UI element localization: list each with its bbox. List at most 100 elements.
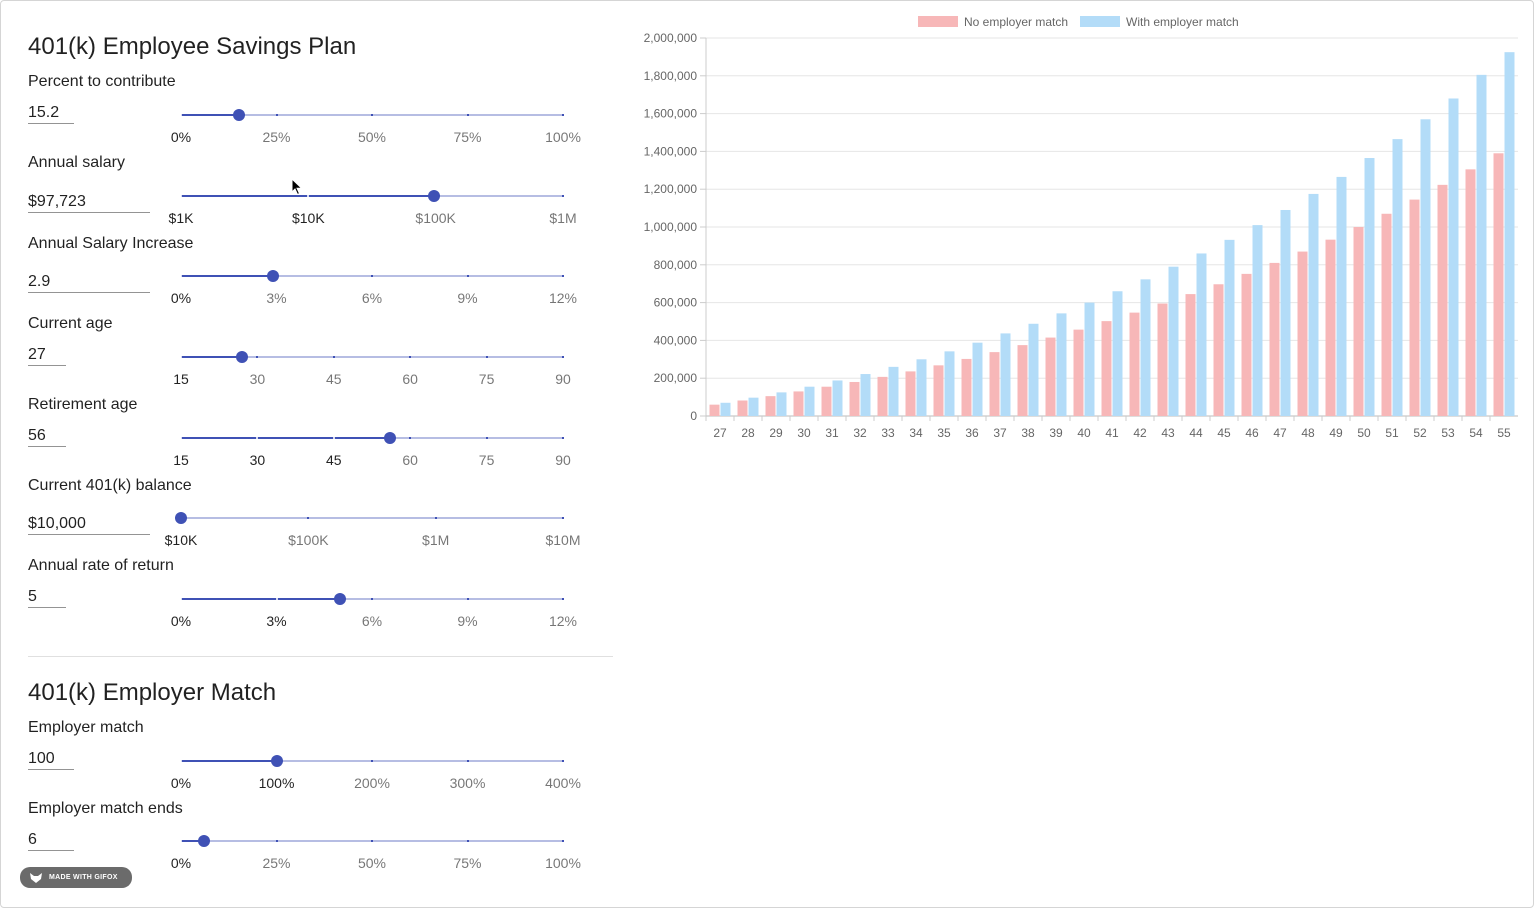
x-tick-label: 47 <box>1273 426 1287 440</box>
percent-input[interactable] <box>28 102 74 124</box>
slider-mark-label: 6% <box>361 290 383 306</box>
slider-mark-label: $100K <box>288 532 329 548</box>
bar-no-match <box>933 365 944 416</box>
x-tick-label: 31 <box>825 426 839 440</box>
percent-slider[interactable]: 0% 25% 50% 75% 100% <box>171 103 581 145</box>
match-input[interactable] <box>28 748 74 770</box>
bar-with-match <box>1028 323 1039 416</box>
match-slider[interactable]: 0% 100% 200% 300% 400% <box>171 749 581 791</box>
slider-mark-label: 100% <box>545 129 581 145</box>
slider-thumb[interactable] <box>197 835 210 847</box>
slider-mark-label: 100% <box>258 775 295 791</box>
return-input[interactable] <box>28 586 66 608</box>
increase-slider[interactable]: 0% 3% 6% 9% 12% <box>171 264 577 306</box>
retirement-label: Retirement age <box>28 396 138 413</box>
x-tick-label: 33 <box>881 426 895 440</box>
slider-thumb[interactable] <box>428 190 441 202</box>
slider-mark <box>485 437 488 439</box>
slider-mark <box>562 275 564 277</box>
y-tick-label: 1,200,000 <box>644 182 698 196</box>
match-ends-input[interactable] <box>28 829 74 851</box>
slider-mark <box>275 840 278 842</box>
slider-thumb[interactable] <box>175 512 187 524</box>
fox-logo-icon <box>30 872 42 883</box>
bar-with-match <box>1336 176 1347 416</box>
retirement-input[interactable] <box>28 425 66 447</box>
slider-mark <box>371 840 373 842</box>
slider-mark-label: 0% <box>170 855 192 871</box>
bar-with-match <box>1364 158 1375 416</box>
slider-thumb[interactable] <box>267 270 280 282</box>
return-slider[interactable]: 0% 3% 6% 9% 12% <box>171 587 577 629</box>
slider-mark-label: 12% <box>548 290 578 306</box>
bar-with-match <box>748 397 759 416</box>
salary-input[interactable] <box>28 191 150 213</box>
bar-with-match <box>1476 74 1487 416</box>
slider-mark <box>562 840 564 842</box>
x-tick-label: 41 <box>1105 426 1119 440</box>
slider-mark <box>409 356 412 358</box>
bar-no-match <box>1381 213 1392 416</box>
x-tick-label: 37 <box>993 426 1007 440</box>
y-tick-label: 800,000 <box>654 258 698 272</box>
slider-thumb[interactable] <box>236 351 249 363</box>
slider-mark <box>466 840 469 842</box>
age-input[interactable] <box>28 344 66 366</box>
return-label: Annual rate of return <box>28 557 174 574</box>
salary-slider[interactable]: $1K $10K $100K $1M <box>169 184 577 226</box>
increase-input[interactable] <box>28 271 150 293</box>
slider-mark <box>466 598 469 600</box>
increase-label: Annual Salary Increase <box>28 235 194 252</box>
bar-with-match <box>1140 279 1151 416</box>
bar-no-match <box>821 386 832 416</box>
slider-mark-label: 75% <box>453 129 482 145</box>
x-tick-label: 39 <box>1049 426 1063 440</box>
x-tick-label: 42 <box>1133 426 1147 440</box>
bar-with-match <box>1168 266 1179 416</box>
balance-slider[interactable]: $10K $100K $1M $10M <box>165 506 581 548</box>
x-tick-label: 44 <box>1189 426 1203 440</box>
match-ends-slider[interactable]: 0% 25% 50% 75% 100% <box>171 829 581 871</box>
bar-no-match <box>849 381 860 416</box>
slider-mark <box>562 760 564 762</box>
bar-with-match <box>1196 253 1207 416</box>
slider-mark <box>332 356 335 358</box>
slider-mark <box>180 114 182 116</box>
slider-mark <box>409 437 412 439</box>
slider-mark <box>371 114 373 116</box>
slider-mark-label: 30 <box>249 371 266 387</box>
slider-thumb[interactable] <box>383 432 396 444</box>
slider-thumb[interactable] <box>334 593 347 605</box>
mouse-cursor-icon <box>291 178 303 196</box>
match-ends-label: Employer match ends <box>28 800 183 817</box>
slider-thumb[interactable] <box>270 755 283 767</box>
retirement-slider[interactable]: 15 30 45 60 75 90 <box>173 426 571 468</box>
employer-section-title: 401(k) Employer Match <box>28 679 277 706</box>
bar-with-match <box>832 380 843 416</box>
x-tick-label: 35 <box>937 426 951 440</box>
slider-mark <box>434 517 437 519</box>
match-label: Employer match <box>28 719 144 736</box>
legend-swatch-no-match <box>918 16 958 27</box>
slider-thumb[interactable] <box>233 109 246 121</box>
slider-track <box>181 275 274 277</box>
bar-no-match <box>1045 337 1056 416</box>
bar-with-match <box>1392 139 1403 417</box>
slider-mark-label: 0% <box>170 613 192 629</box>
salary-label: Annual salary <box>28 154 125 171</box>
bar-with-match <box>1056 313 1067 416</box>
section-divider <box>28 656 613 657</box>
bar-no-match <box>1017 345 1028 416</box>
slider-mark-label: 25% <box>262 855 291 871</box>
age-slider[interactable]: 15 30 45 60 75 90 <box>173 345 571 387</box>
slider-mark <box>562 598 564 600</box>
balance-input[interactable] <box>28 513 150 535</box>
slider-track <box>181 437 390 439</box>
slider-mark <box>562 437 564 439</box>
slider-mark <box>256 356 259 358</box>
slider-mark-label: $1K <box>168 210 194 226</box>
slider-mark-label: 300% <box>449 775 486 791</box>
x-tick-label: 55 <box>1497 426 1511 440</box>
slider-mark-label: 200% <box>354 775 390 791</box>
bar-with-match <box>916 359 927 416</box>
